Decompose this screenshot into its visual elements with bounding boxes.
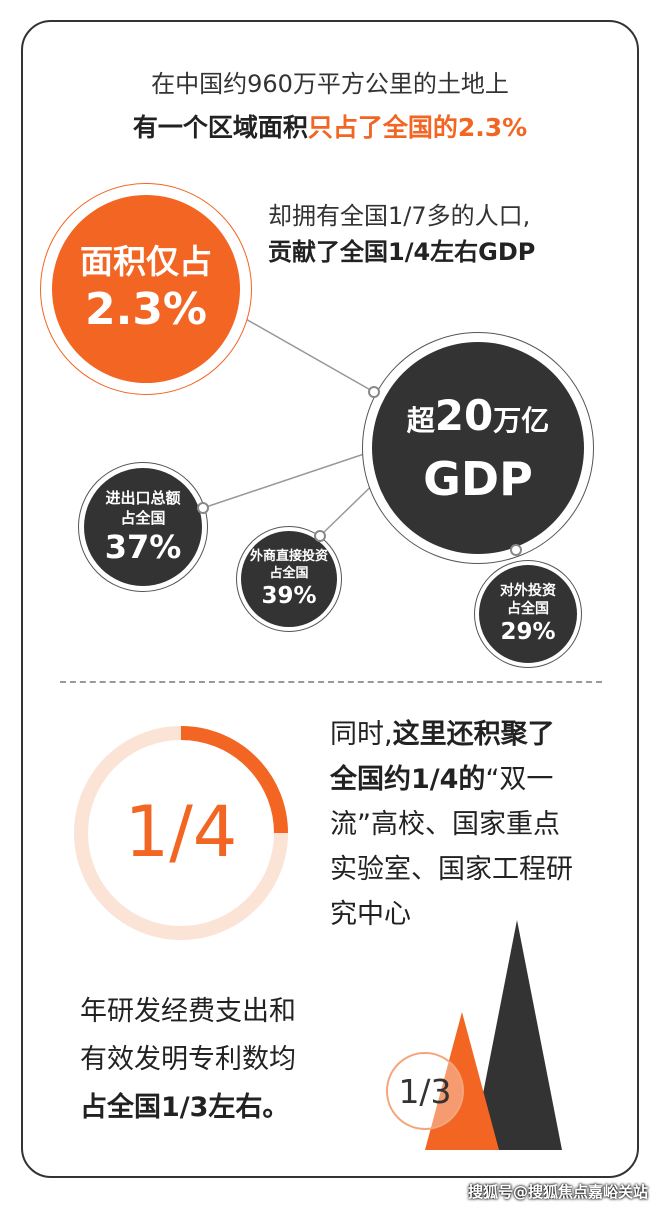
area-circle-label: 面积仅占 bbox=[80, 242, 212, 281]
third-fraction: 1/3 bbox=[398, 1071, 452, 1111]
connector-dot bbox=[314, 530, 326, 542]
gdp-unit: 万亿 bbox=[493, 403, 550, 437]
dark-triangle bbox=[472, 920, 562, 1150]
gdp-circle-line-2: GDP bbox=[423, 451, 533, 506]
education-line-1-bold: 这里还积聚了 bbox=[392, 719, 555, 750]
connector-dot bbox=[197, 502, 209, 514]
stat-value: 37% bbox=[104, 528, 182, 566]
stat-value: 29% bbox=[500, 618, 556, 645]
education-line-2-rest: “双一 bbox=[485, 764, 554, 795]
connector-dot bbox=[510, 544, 522, 556]
education-line-2-bold: 全国约1/4的 bbox=[330, 764, 486, 795]
education-text: 同时,这里还积聚了 全国约1/4的“双一 流”高校、国家重点 实验室、国家工程研… bbox=[330, 712, 573, 937]
stat-label-1: 进出口总额 bbox=[105, 489, 181, 507]
area-circle: 面积仅占 2.3% bbox=[52, 195, 240, 383]
stat-label-2: 占全国 bbox=[120, 509, 166, 527]
quarter-ring bbox=[74, 726, 288, 940]
quarter-fraction: 1/4 bbox=[124, 791, 238, 873]
area-circle-value: 2.3% bbox=[84, 284, 208, 335]
research-line-2: 有效发明专利数均 bbox=[80, 1044, 296, 1075]
intro-line-1: 却拥有全国1/7多的人口, bbox=[268, 202, 531, 230]
research-line-1: 年研发经费支出和 bbox=[80, 996, 296, 1027]
stat-circle-ring-trade: 进出口总额 占全国 37% bbox=[78, 462, 208, 592]
header-line-1: 在中国约960万平方公里的土地上 bbox=[151, 70, 509, 98]
header-line-2-highlight: 只占了全国的2.3% bbox=[307, 113, 528, 142]
stat-label-2: 占全国 bbox=[269, 565, 309, 581]
education-line-4: 实验室、国家工程研 bbox=[330, 854, 573, 885]
header-line-2-prefix: 有一个区域面积 bbox=[132, 113, 308, 142]
stat-label-2: 占全国 bbox=[507, 600, 549, 617]
gdp-circle-line-1: 超20万亿 bbox=[407, 390, 549, 451]
stat-circle-ring-odi: 对外投资 占全国 29% bbox=[474, 560, 582, 668]
intro-line-2: 贡献了全国1/4左右GDP bbox=[268, 238, 536, 266]
research-text: 年研发经费支出和 有效发明专利数均 占全国1/3左右。 bbox=[80, 988, 296, 1132]
third-circle: 1/3 bbox=[386, 1052, 464, 1130]
education-line-2: 全国约1/4的“双一 bbox=[330, 757, 573, 802]
stat-circle-trade: 进出口总额 占全国 37% bbox=[84, 468, 202, 586]
education-line-1: 同时,这里还积聚了 bbox=[330, 712, 573, 757]
stat-value: 39% bbox=[261, 582, 317, 609]
watermark: 搜狐号@搜狐焦点嘉峪关站 bbox=[467, 1183, 648, 1201]
education-line-3: 流”高校、国家重点 bbox=[330, 809, 560, 840]
gdp-circle: 超20万亿 GDP bbox=[372, 342, 584, 554]
gdp-prefix: 超 bbox=[406, 403, 435, 437]
ring-progress-arc bbox=[180, 726, 288, 834]
section-divider bbox=[60, 681, 602, 683]
research-line-3: 占全国1/3左右。 bbox=[80, 1092, 290, 1123]
area-circle-ring: 面积仅占 2.3% bbox=[40, 183, 252, 395]
stat-circle-ring-fdi: 外商直接投资 占全国 39% bbox=[236, 526, 342, 632]
gdp-number: 20 bbox=[434, 390, 494, 440]
stat-label-1: 对外投资 bbox=[500, 582, 556, 599]
header-line-2: 有一个区域面积只占了全国的2.3% bbox=[0, 108, 660, 144]
stat-circle-fdi: 外商直接投资 占全国 39% bbox=[241, 531, 337, 627]
stat-circle-odi: 对外投资 占全国 29% bbox=[479, 565, 577, 663]
connector-dot bbox=[368, 386, 380, 398]
education-line-1-prefix: 同时, bbox=[330, 719, 393, 750]
education-line-5: 究中心 bbox=[330, 899, 411, 930]
gdp-circle-ring: 超20万亿 GDP bbox=[362, 332, 594, 564]
stat-label-1: 外商直接投资 bbox=[249, 548, 328, 564]
